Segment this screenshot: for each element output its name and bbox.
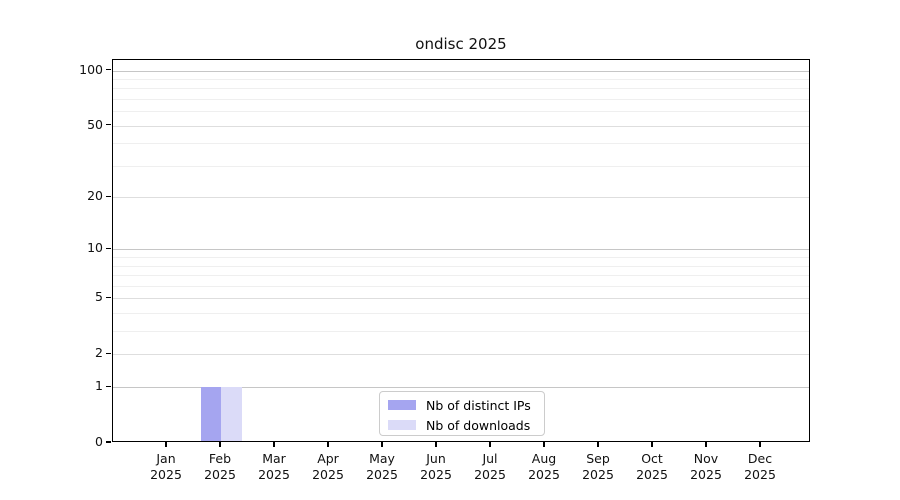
gridline-minor	[113, 331, 809, 333]
y-tick-label: 50	[87, 116, 103, 132]
gridline-major	[113, 197, 809, 199]
gridline-minor	[113, 265, 809, 267]
x-tick-label: Feb 2025	[204, 451, 236, 482]
legend-label: Nb of distinct IPs	[426, 397, 531, 413]
gridline-major	[113, 70, 809, 72]
legend-entry: Nb of downloads	[388, 417, 531, 433]
bar-distinct-ips	[200, 387, 221, 441]
gridline-minor	[113, 88, 809, 90]
gridline-major	[113, 354, 809, 356]
y-tick-mark	[106, 296, 111, 299]
gridline-minor	[113, 143, 809, 145]
x-tick-mark	[651, 442, 653, 447]
x-tick-label: May 2025	[366, 451, 398, 482]
gridline-minor	[113, 285, 809, 287]
x-tick-label: Apr 2025	[312, 451, 344, 482]
x-tick-label: Nov 2025	[690, 451, 722, 482]
y-tick-mark	[106, 195, 111, 197]
x-tick-mark	[273, 442, 275, 447]
x-tick-label: Dec 2025	[744, 451, 776, 482]
plot-area	[112, 59, 810, 442]
x-tick-label: Sep 2025	[582, 451, 614, 482]
x-tick-mark	[759, 442, 761, 447]
x-tick-mark	[489, 442, 491, 447]
gridline-minor	[113, 165, 809, 167]
gridline-major	[113, 387, 809, 389]
y-tick-mark	[106, 352, 111, 354]
y-tick-label: 2	[95, 345, 103, 361]
x-tick-mark	[705, 442, 707, 447]
x-tick-mark	[165, 442, 167, 447]
legend-entry: Nb of distinct IPs	[388, 397, 531, 413]
y-tick-mark	[106, 385, 111, 387]
legend-swatch-downloads	[388, 420, 416, 430]
y-tick-label: 5	[95, 289, 103, 305]
x-tick-label: Jan 2025	[150, 451, 182, 482]
legend-label: Nb of downloads	[426, 417, 531, 433]
gridline-major	[113, 125, 809, 127]
y-tick-label: 20	[87, 188, 103, 204]
legend: Nb of distinct IPs Nb of downloads	[379, 391, 545, 436]
gridline-minor	[113, 313, 809, 315]
x-tick-mark	[381, 442, 383, 447]
gridline-minor	[113, 257, 809, 259]
x-tick-mark	[597, 442, 599, 447]
chart-title: ondisc 2025	[415, 35, 507, 53]
y-tick-label: 10	[87, 240, 103, 256]
gridline-major	[113, 298, 809, 300]
x-tick-label: Jul 2025	[474, 451, 506, 482]
x-tick-label: Oct 2025	[636, 451, 668, 482]
legend-swatch-distinct-ips	[388, 400, 416, 410]
x-tick-mark	[543, 442, 545, 447]
y-tick-label: 0	[95, 434, 103, 449]
gridline-minor	[113, 98, 809, 100]
y-tick-mark	[106, 247, 111, 250]
gridline-minor	[113, 78, 809, 80]
gridline-minor	[113, 111, 809, 113]
y-tick-label: 1	[95, 378, 103, 394]
x-tick-mark	[219, 442, 221, 447]
x-tick-mark	[435, 442, 437, 447]
y-tick-label: 100	[79, 61, 103, 77]
x-tick-label: Jun 2025	[420, 451, 452, 482]
y-tick-mark	[106, 441, 111, 443]
x-tick-mark	[327, 442, 329, 447]
gridline-minor	[113, 275, 809, 277]
x-tick-label: Mar 2025	[258, 451, 290, 482]
y-tick-mark	[106, 124, 111, 126]
y-tick-mark	[106, 68, 111, 71]
x-tick-label: Aug 2025	[528, 451, 560, 482]
bar-downloads	[221, 387, 242, 441]
gridline-major	[113, 249, 809, 251]
